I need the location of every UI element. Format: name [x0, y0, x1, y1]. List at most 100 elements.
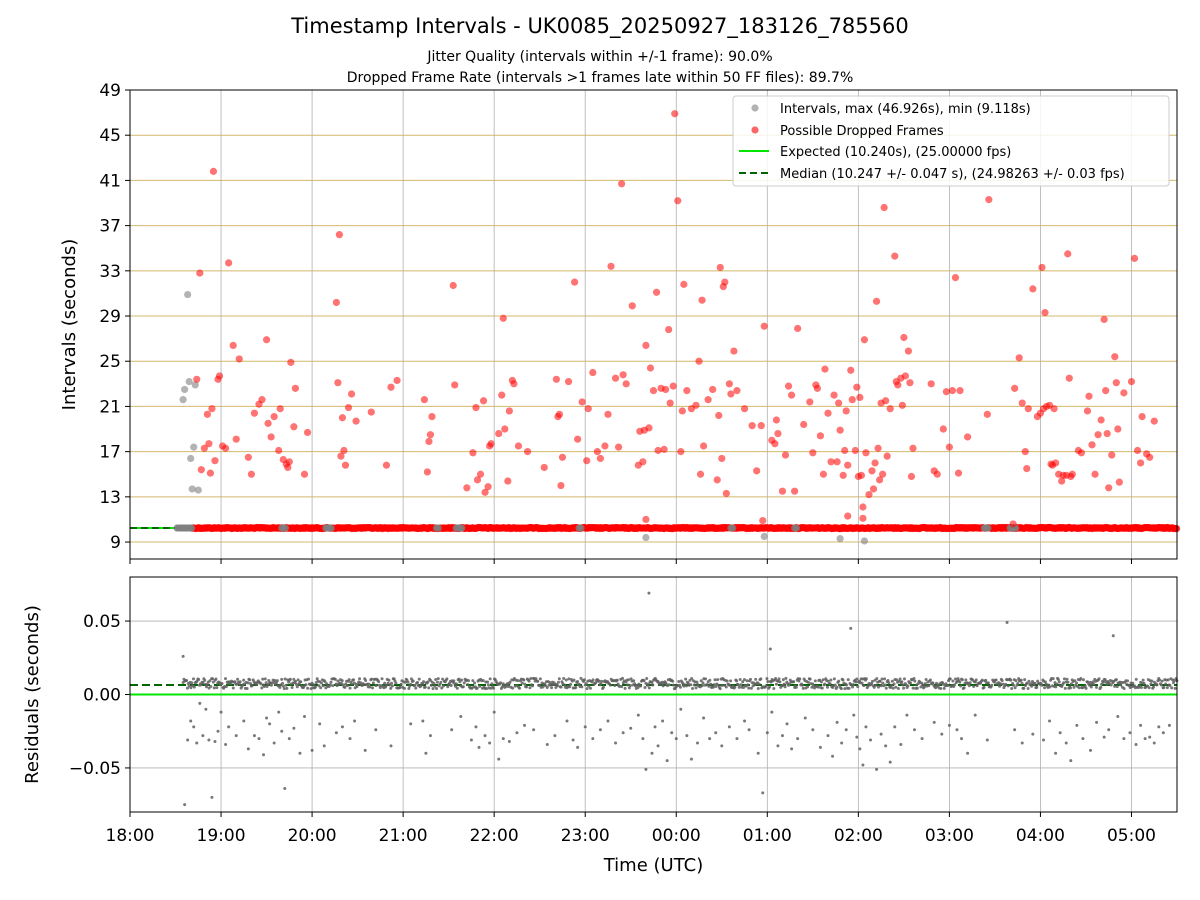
- dropped-frame-point: [540, 463, 548, 472]
- residual-band-point: [892, 682, 896, 686]
- residual-band-point: [825, 685, 829, 689]
- dropped-frame-point: [859, 514, 867, 522]
- x-axis-label: Time (UTC): [603, 855, 704, 876]
- residual-band-point: [280, 677, 284, 681]
- residual-band-point: [671, 679, 675, 683]
- residual-point: [855, 735, 859, 739]
- dropped-frame-point: [857, 471, 865, 479]
- dropped-frame-point: [874, 444, 882, 452]
- dropped-frame-point: [654, 446, 662, 455]
- residual-band-point: [784, 676, 788, 680]
- residual-band-point: [261, 677, 265, 681]
- residual-band-point: [879, 684, 883, 688]
- dropped-frame-point: [287, 358, 295, 366]
- residual-band-point: [768, 685, 772, 689]
- residual-band-point: [1139, 686, 1143, 690]
- residual-band-point: [390, 681, 394, 685]
- residual-band-point: [236, 677, 240, 681]
- x-tick-label: 00:00: [652, 826, 701, 846]
- residual-band-point: [627, 678, 631, 682]
- residual-band-point: [1072, 685, 1076, 689]
- residual-band-point: [600, 679, 604, 683]
- dropped-frame-point: [1146, 453, 1154, 461]
- residual-band-point: [348, 686, 352, 690]
- dropped-frame-point: [487, 440, 495, 448]
- residual-band-point: [736, 683, 740, 687]
- residual-band-point: [913, 679, 917, 683]
- residual-band-point: [946, 684, 950, 688]
- dropped-frame-point: [833, 458, 841, 466]
- dropped-frame-point: [954, 469, 963, 477]
- residual-band-point: [623, 686, 627, 690]
- y-tick-label: 21: [99, 397, 121, 417]
- residual-band-point: [409, 682, 413, 686]
- residual-point: [735, 737, 739, 741]
- residual-band-point: [461, 685, 465, 689]
- residual-band-point: [278, 686, 282, 690]
- dropped-frame-point: [646, 364, 655, 372]
- residual-band-point: [203, 678, 207, 682]
- residual-band-point: [974, 678, 978, 682]
- residual-point: [912, 728, 916, 732]
- dropped-frame-point: [901, 372, 909, 380]
- dropped-frame-point: [824, 409, 832, 417]
- residual-band-point: [281, 684, 285, 688]
- residual-band-point: [358, 677, 362, 681]
- residual-band-point: [643, 686, 647, 690]
- x-tick-label: 04:00: [1016, 826, 1065, 846]
- residual-band-point: [340, 679, 344, 683]
- dropped-frame-point: [570, 278, 579, 286]
- residual-point: [265, 716, 269, 720]
- residual-band-point: [294, 682, 298, 686]
- residual-band-point: [906, 684, 910, 688]
- residual-point: [665, 759, 669, 763]
- residual-point: [689, 757, 693, 761]
- residual-band-point: [777, 677, 781, 681]
- residual-band-point: [1162, 685, 1166, 689]
- residual-band-point: [439, 680, 443, 684]
- residual-band-point: [951, 679, 955, 683]
- residual-band-point: [1141, 678, 1145, 682]
- residual-band-point: [264, 681, 268, 685]
- residual-band-point: [700, 684, 704, 688]
- residual-band-point: [958, 680, 962, 684]
- residual-band-point: [587, 684, 591, 688]
- residual-point: [198, 701, 202, 705]
- residual-band-point: [1009, 678, 1013, 682]
- residual-point: [606, 719, 610, 723]
- x-tick-label: 18:00: [106, 826, 155, 846]
- residual-point: [488, 741, 492, 745]
- dropped-frame-point: [692, 401, 700, 409]
- residual-band-point: [1089, 685, 1093, 689]
- residual-band-point: [1165, 686, 1169, 690]
- dropped-frame-point: [284, 463, 292, 472]
- residual-point: [598, 728, 602, 732]
- residual-band-point: [211, 680, 215, 684]
- dropped-frame-point: [481, 488, 489, 496]
- dropped-frame-point: [578, 398, 586, 406]
- legend-entry: Median (10.247 +/- 0.047 s), (24.98263 +…: [780, 167, 1125, 182]
- residual-band-point: [667, 683, 671, 687]
- residual-band-point: [1033, 681, 1037, 685]
- y-tick-label: 17: [99, 443, 121, 463]
- dropped-frame-point: [1029, 285, 1037, 293]
- x-tick-label: 03:00: [925, 826, 974, 846]
- residual-band-point: [741, 680, 745, 684]
- residual-band-point: [626, 683, 630, 687]
- residual-band-point: [536, 679, 540, 683]
- dropped-frame-point: [1064, 250, 1072, 258]
- dropped-frame-point: [1108, 451, 1116, 459]
- chart-title: Timestamp Intervals - UK0085_20250927_18…: [291, 14, 909, 38]
- residual-point: [727, 725, 731, 729]
- residual-point: [389, 744, 393, 748]
- dropped-frame-point: [862, 449, 870, 457]
- dropped-frame-point: [335, 231, 343, 239]
- residual-band-point: [414, 686, 418, 690]
- residual-point: [831, 754, 835, 758]
- dropped-frame-point: [472, 403, 480, 412]
- dropped-frame-point: [244, 453, 252, 461]
- dropped-frame-point: [666, 399, 674, 407]
- dropped-frame-point: [337, 452, 345, 460]
- residual-band-point: [347, 678, 351, 682]
- residual-band-point: [887, 681, 891, 685]
